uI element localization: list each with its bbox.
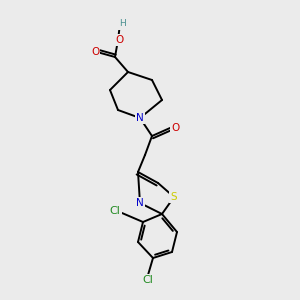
Text: Cl: Cl — [110, 206, 120, 216]
Text: Cl: Cl — [142, 275, 153, 285]
Text: O: O — [116, 35, 124, 45]
Text: H: H — [118, 20, 125, 28]
Text: S: S — [171, 192, 177, 202]
Text: N: N — [136, 113, 144, 123]
Text: O: O — [91, 47, 99, 57]
Text: N: N — [136, 198, 144, 208]
Text: O: O — [171, 123, 179, 133]
